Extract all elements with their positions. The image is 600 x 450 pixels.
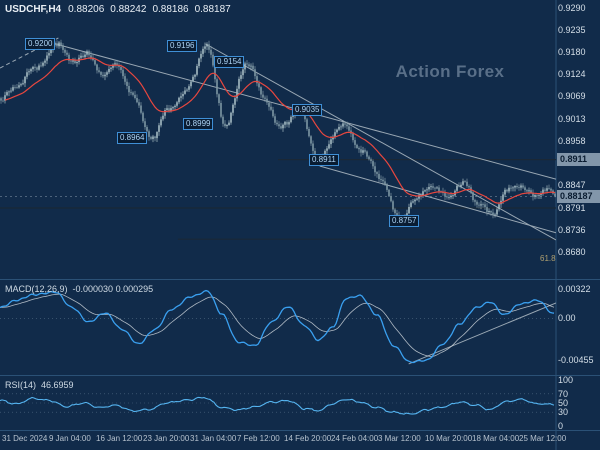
rsi-axis-label: 100 [558, 375, 574, 385]
macd-trendline[interactable] [408, 302, 556, 365]
macd-indicator-values: -0.000030 0.000295 [72, 284, 154, 294]
time-axis-label[interactable]: 23 Jan 20:00 [143, 434, 190, 443]
trendline[interactable] [0, 37, 59, 69]
candlesticks [0, 39, 556, 227]
rsi-panel[interactable] [0, 393, 556, 415]
swing-label-0.9196[interactable]: 0.9196 [167, 40, 198, 52]
chart-title: USDCHF,H4 0.88206 0.88242 0.88186 0.88187 [5, 4, 237, 15]
swing-label-0.8911[interactable]: 0.8911 [309, 154, 339, 166]
rsi-axis-label: 50 [558, 398, 569, 408]
price-axis-label: 0.9235 [558, 25, 586, 35]
macd-signal-line [0, 293, 555, 357]
macd-main-line [0, 289, 555, 364]
swing-label-0.8757[interactable]: 0.8757 [389, 215, 420, 227]
trendline[interactable] [205, 43, 556, 241]
macd-panel-label: MACD(12,26,9) -0.000030 0.000295 [5, 284, 158, 294]
symbol-period: USDCHF,H4 [5, 4, 62, 15]
ohlc-close: 0.88187 [194, 4, 231, 15]
fib-61-8-label: 61.8 [540, 254, 556, 263]
rsi-line [0, 396, 555, 415]
main-price-panel[interactable] [0, 37, 556, 241]
rsi-axis-label: 30 [558, 407, 569, 418]
time-axis-label[interactable]: 31 Jan 04:00 [190, 434, 237, 443]
time-axis-label[interactable]: 7 Feb 12:00 [237, 434, 280, 443]
price-axis-label: 0.8791 [558, 202, 586, 213]
macd-axis-label: 0.00322 [558, 284, 591, 295]
ohlc-open: 0.88206 [68, 4, 105, 15]
price-axis-label: 0.9290 [558, 3, 586, 13]
time-axis-label[interactable]: 3 Mar 12:00 [378, 434, 421, 443]
macd-indicator-name: MACD(12,26,9) [5, 284, 68, 294]
price-axis-label: 0.8847 [558, 180, 586, 191]
price-axis-label: 0.8680 [558, 247, 586, 257]
price-axis-label: 0.9124 [558, 69, 586, 80]
macd-panel[interactable] [0, 289, 556, 365]
time-axis-label[interactable]: 14 Feb 20:00 [284, 434, 332, 443]
swing-label-0.9035[interactable]: 0.9035 [292, 104, 323, 116]
macd-axis-label: 0.00 [558, 313, 576, 324]
macd-axis-label: -0.00455 [558, 354, 594, 365]
price-axis-label: 0.8736 [558, 224, 586, 235]
swing-label-0.9154[interactable]: 0.9154 [214, 56, 245, 68]
swing-label-0.8999[interactable]: 0.8999 [183, 118, 214, 130]
price-axis-label: 0.8958 [558, 135, 586, 146]
time-axis-label[interactable]: 31 Dec 2024 [2, 434, 48, 443]
watermark: Action Forex [395, 62, 505, 81]
moving-average-line [4, 57, 556, 204]
swing-label-0.9200[interactable]: 0.9200 [25, 38, 56, 50]
time-axis-label[interactable]: 24 Feb 04:00 [331, 434, 379, 443]
price-axis-label: 0.9013 [558, 113, 586, 124]
time-axis-label[interactable]: 18 Mar 04:00 [472, 434, 520, 443]
rsi-axis-label: 70 [558, 388, 569, 399]
swing-label-0.8964[interactable]: 0.8964 [117, 132, 148, 144]
rsi-axis-label: 0 [558, 421, 564, 431]
time-axis-label[interactable]: 25 Mar 12:00 [519, 434, 567, 443]
rsi-indicator-value: 46.6959 [41, 380, 74, 390]
price-axis-badge-0.88187: 0.88187 [557, 190, 600, 203]
time-axis-label[interactable]: 10 Mar 20:00 [425, 434, 473, 443]
rsi-panel-label: RSI(14) 46.6959 [5, 380, 79, 390]
price-axis-label: 0.9180 [558, 47, 586, 57]
trendline[interactable] [319, 165, 556, 234]
ohlc-high: 0.88242 [110, 4, 147, 15]
time-axis-label[interactable]: 9 Jan 04:00 [49, 434, 91, 443]
rsi-indicator-name: RSI(14) [5, 380, 37, 390]
ohlc-low: 0.88186 [152, 4, 189, 15]
price-axis-label: 0.9069 [558, 91, 586, 102]
time-axis-label[interactable]: 16 Jan 12:00 [96, 434, 143, 443]
price-axis-badge-0.8911: 0.8911 [557, 153, 600, 166]
